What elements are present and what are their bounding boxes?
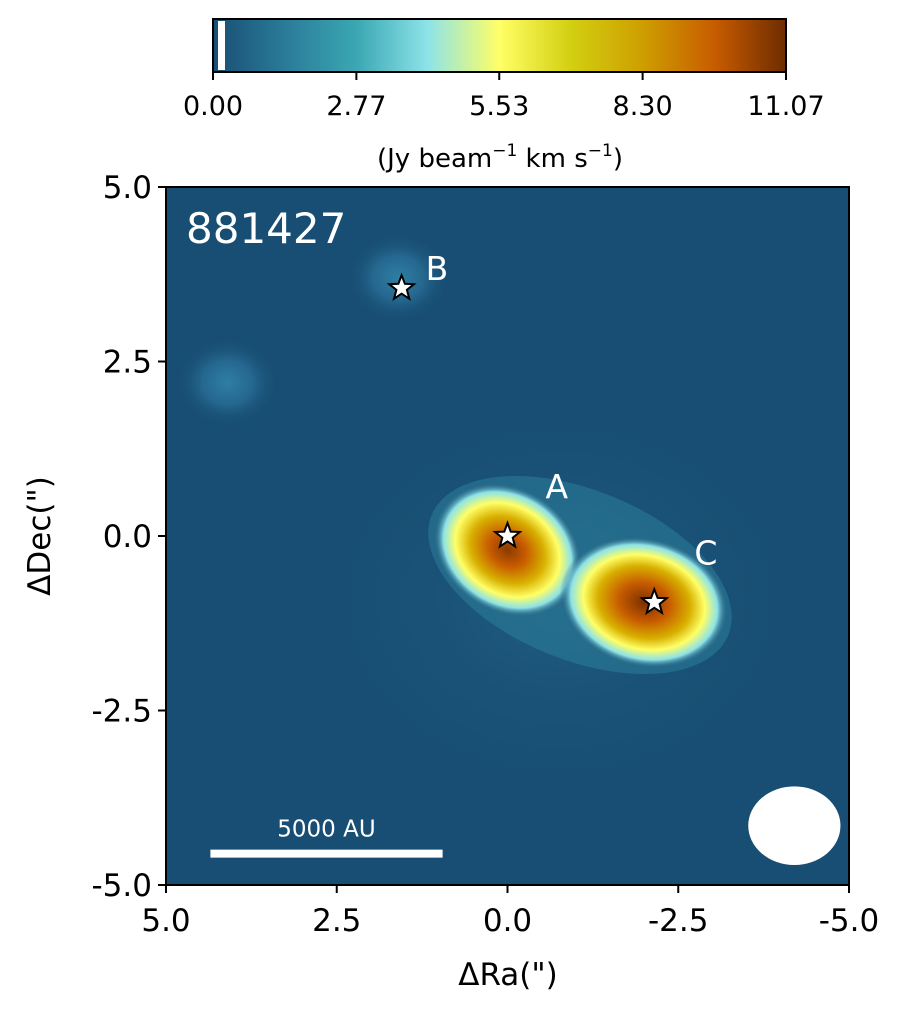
source-star <box>492 520 523 549</box>
emission-map <box>176 233 820 810</box>
scalebar: 5000 AU <box>210 817 443 858</box>
beam-ellipse <box>748 786 841 865</box>
source-label: A <box>546 467 569 506</box>
y-tick-label: -5.0 <box>92 868 153 904</box>
x-tick-label: -5.0 <box>819 903 880 939</box>
y-axis-ticks: -5.0 -2.5 0.0 2.5 5.0 <box>92 170 166 904</box>
colorbar-label: (Jy beam−1 km s−1) <box>377 141 623 174</box>
y-tick-label: 2.5 <box>103 345 152 381</box>
y-tick-label: -2.5 <box>92 694 153 730</box>
emission-peak <box>433 482 582 618</box>
x-tick-label: -2.5 <box>648 903 709 939</box>
source-label: B <box>426 249 449 288</box>
colorbar-tick-label: 0.00 <box>183 91 243 122</box>
colorbar-tick-label: 11.07 <box>747 91 824 122</box>
y-tick-label: 5.0 <box>103 170 152 206</box>
y-tick-label: 0.0 <box>103 519 152 555</box>
colorbar-bar <box>213 19 786 72</box>
plot-area: A B C 881427 5000 AU 5.0 2.5 0.0 -2.5 -5.0 -5.… <box>22 170 879 993</box>
colorbar-tick-label: 8.30 <box>613 91 673 122</box>
field-label: 881427 <box>186 204 346 253</box>
emission-peak <box>559 536 729 669</box>
y-axis-label: ΔDec(") <box>22 476 58 596</box>
source-star <box>639 586 670 616</box>
emission-peak <box>176 338 279 427</box>
scalebar-label: 5000 AU <box>277 817 375 843</box>
colorbar-ticks: 0.00 2.77 5.53 8.30 11.07 <box>183 72 825 122</box>
x-axis-label: ΔRa(") <box>458 957 558 993</box>
colorbar: 0.00 2.77 5.53 8.30 11.07 (Jy beam−1 km s−1) <box>183 18 825 174</box>
x-axis-ticks: 5.0 2.5 0.0 -2.5 -5.0 <box>141 885 879 939</box>
colorbar-tick-label: 2.77 <box>326 91 386 122</box>
x-tick-label: 0.0 <box>483 903 532 939</box>
x-tick-label: 5.0 <box>141 903 190 939</box>
colorbar-white-marker <box>218 21 225 70</box>
emission-peaks <box>176 233 729 669</box>
source-star <box>386 272 417 301</box>
colorbar-tick-label: 5.53 <box>469 91 529 122</box>
emission-peak <box>346 233 450 323</box>
x-tick-label: 2.5 <box>312 903 361 939</box>
source-label: C <box>694 533 717 572</box>
source-markers: A B C <box>386 249 717 616</box>
